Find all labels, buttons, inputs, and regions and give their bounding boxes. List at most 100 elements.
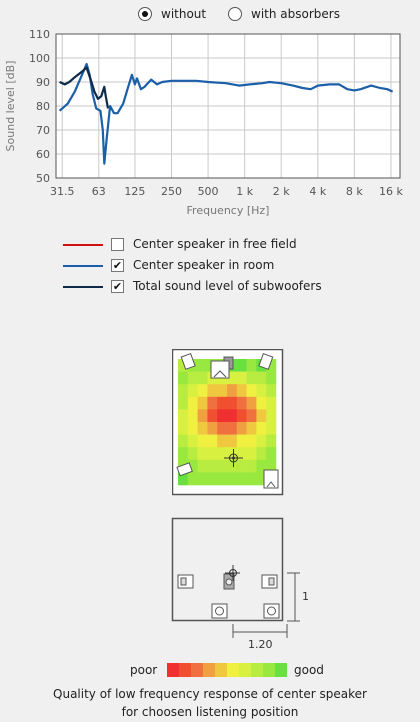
y-tick-label: 110 [29,28,50,41]
heatmap-cell [217,409,228,423]
heatmap-cell [227,384,238,398]
heatmap-cell [227,409,238,423]
heatmap-cell [256,384,267,398]
heatmap-cell [178,422,189,435]
with-absorbers-radio[interactable] [228,7,242,21]
heatmap-cell [236,359,247,372]
room-heatmap [172,349,284,496]
heatmap-cell [187,371,198,385]
heatmap-cell [246,359,257,372]
heatmap-cell [266,459,277,473]
front-left-speaker-icon [180,353,196,370]
quality-color-scale [167,663,287,677]
heatmap-cell [256,422,267,435]
subwoofers-checkbox[interactable]: ✔ [111,280,124,293]
heatmap-cell [187,409,198,423]
free-field-label: Center speaker in free field [133,237,297,251]
x-tick-label: 31.5 [50,185,75,198]
x-tick-label: 63 [92,185,106,198]
heatmap-cell [246,459,257,473]
x-tick-label: 500 [198,185,219,198]
rear-subwoofer-icon [263,469,279,489]
room-label: Center speaker in room [133,258,275,272]
heatmap-cell [178,396,189,410]
scale-swatch [179,663,191,677]
heatmap-cell [187,472,198,486]
heatmap-cell [236,409,247,423]
heatmap-cell [266,447,277,461]
room-layout-diagram: 1.15 1.20 [171,517,310,651]
heatmap-cell [217,384,228,398]
heatmap-cell [197,422,208,435]
caption-line-2: for choosen listening position [121,705,299,719]
free-field-swatch [63,244,103,246]
frequency-response-chart: 31.5 63 125 250 500 1 k 2 k 4 k 8 k 16 k 50 60 70 80 9… [4,28,403,217]
scale-swatch [275,663,287,677]
room-checkbox[interactable]: ✔ [111,259,124,272]
heatmap-cell [246,371,257,385]
heatmap-cell [227,371,238,385]
heatmap-cell [246,434,257,448]
front-right-speaker-icon [258,353,274,370]
y-tick-label: 70 [36,124,50,137]
width-dimension-line [232,624,288,638]
heatmap-cell [256,396,267,410]
free-field-checkbox[interactable] [111,238,124,251]
heatmap-cell [207,384,218,398]
heatmap-cell [236,472,247,486]
heatmap-cell [178,447,189,461]
heatmap-cell [266,409,277,423]
scale-swatch [191,663,203,677]
heatmap-cell [227,434,238,448]
heatmap-cell [197,434,208,448]
rear-right-speaker-side-icon [263,603,280,619]
heatmap-cell [266,384,277,398]
listening-position-marker-icon[interactable] [224,449,243,467]
heatmap-cell [207,459,218,473]
center-speaker-cone-icon [213,370,227,378]
heatmap-cell [266,396,277,410]
x-tick-label: 2 k [273,185,290,198]
heatmap-cell [187,447,198,461]
heatmap-cell [246,422,257,435]
heatmap-cell [207,472,218,486]
heatmap-cell [236,384,247,398]
listening-position-side-icon[interactable] [225,565,240,581]
heatmap-cell [178,472,189,486]
heatmap-cell [217,459,228,473]
y-tick-label: 50 [36,172,50,185]
heatmap-cell [246,409,257,423]
heatmap-cell [256,472,267,486]
heatmap-cell [207,434,218,448]
scale-swatch [263,663,275,677]
scale-swatch [251,663,263,677]
depth-value: 1.15 [302,590,310,603]
y-axis-label: Sound level [dB] [4,61,17,152]
x-tick-label: 250 [161,185,182,198]
heatmap-cell [246,384,257,398]
without-radio[interactable] [138,7,152,21]
heatmap-cell [197,459,208,473]
heatmap-cell [197,396,208,410]
heatmap-cell [227,447,238,461]
heatmap-cell [246,396,257,410]
heatmap-cell [246,472,257,486]
x-axis-label: Frequency [Hz] [187,204,270,217]
x-tick-label: 4 k [309,185,326,198]
heatmap-cell [266,371,277,385]
heatmap-cell [266,359,277,372]
heatmap-cell [266,434,277,448]
heatmap-cell [227,472,238,486]
heatmap-cell [217,472,228,486]
heatmap-cell [197,447,208,461]
y-tick-label: 80 [36,100,50,113]
width-value: 1.20 [248,638,273,651]
heatmap-cell [197,384,208,398]
heatmap-cell [207,422,218,435]
heatmap-cell [256,447,267,461]
heatmap-cell [187,384,198,398]
scale-swatch [239,663,251,677]
heatmap-cell [178,409,189,423]
center-speaker-icon [210,360,230,379]
heatmap-cell [227,459,238,473]
